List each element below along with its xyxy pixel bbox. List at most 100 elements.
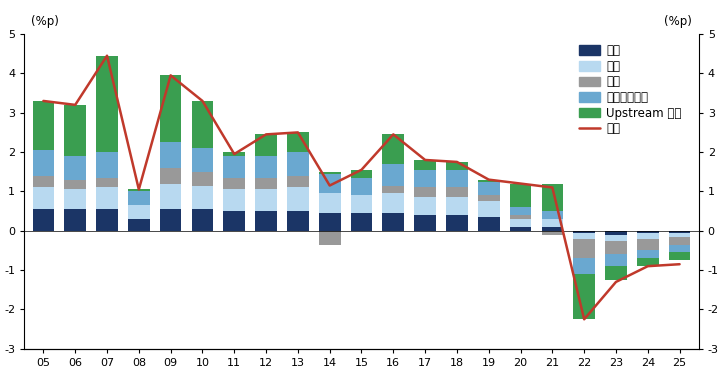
Bar bbox=[637, 233, 659, 239]
Bar bbox=[319, 172, 341, 174]
Bar bbox=[64, 180, 86, 189]
Bar bbox=[510, 215, 531, 219]
Bar bbox=[160, 209, 181, 231]
Bar bbox=[223, 152, 245, 156]
Bar bbox=[478, 217, 500, 231]
Bar bbox=[414, 197, 436, 215]
Bar bbox=[64, 209, 86, 231]
Text: (%p): (%p) bbox=[31, 15, 59, 28]
Bar bbox=[287, 176, 309, 187]
Bar bbox=[64, 156, 86, 180]
Bar bbox=[319, 213, 341, 231]
Bar bbox=[573, 274, 595, 319]
Bar bbox=[414, 170, 436, 187]
전체 bbox=[294, 130, 302, 135]
Bar bbox=[319, 231, 341, 244]
Bar bbox=[223, 178, 245, 189]
Bar bbox=[128, 192, 150, 205]
Legend: 건설, 소비, 재정, 부동산서비스, Upstream 부문, 전체: 건설, 소비, 재정, 부동산서비스, Upstream 부문, 전체 bbox=[578, 43, 683, 137]
Bar bbox=[192, 209, 213, 231]
Bar bbox=[33, 101, 54, 150]
Bar bbox=[382, 213, 404, 231]
전체 bbox=[421, 158, 429, 162]
Bar bbox=[637, 239, 659, 250]
Bar bbox=[255, 156, 277, 178]
Bar bbox=[542, 211, 563, 219]
Bar bbox=[510, 207, 531, 215]
Bar bbox=[510, 183, 531, 207]
전체 bbox=[389, 132, 398, 137]
Bar bbox=[510, 227, 531, 231]
전체 bbox=[516, 181, 525, 186]
전체 bbox=[39, 99, 48, 103]
Text: (%p): (%p) bbox=[664, 15, 692, 28]
Bar bbox=[446, 215, 468, 231]
Bar bbox=[573, 233, 595, 239]
Bar bbox=[33, 150, 54, 176]
Bar bbox=[64, 189, 86, 209]
Bar bbox=[669, 253, 690, 260]
Bar bbox=[223, 156, 245, 178]
전체 bbox=[580, 317, 589, 321]
Bar bbox=[287, 187, 309, 211]
Bar bbox=[287, 211, 309, 231]
전체 bbox=[484, 177, 493, 182]
Bar bbox=[128, 189, 150, 192]
Bar bbox=[160, 168, 181, 183]
Bar bbox=[573, 231, 595, 233]
Bar bbox=[414, 187, 436, 197]
전체 bbox=[230, 152, 239, 156]
Bar bbox=[96, 152, 118, 178]
Bar bbox=[351, 178, 372, 195]
전체 bbox=[612, 280, 620, 284]
Bar bbox=[223, 189, 245, 211]
Bar bbox=[128, 219, 150, 231]
Bar bbox=[33, 176, 54, 187]
Bar bbox=[573, 239, 595, 258]
Bar bbox=[319, 193, 341, 213]
Bar bbox=[128, 205, 150, 219]
Bar bbox=[255, 189, 277, 211]
Bar bbox=[351, 213, 372, 231]
Bar bbox=[542, 183, 563, 211]
Bar bbox=[669, 244, 690, 253]
Bar bbox=[192, 148, 213, 172]
Bar bbox=[478, 182, 500, 195]
Bar bbox=[223, 211, 245, 231]
Bar bbox=[192, 101, 213, 148]
Bar bbox=[160, 183, 181, 209]
Bar bbox=[192, 172, 213, 186]
전체 bbox=[166, 73, 175, 78]
Bar bbox=[96, 56, 118, 152]
전체 bbox=[548, 185, 557, 190]
Bar bbox=[64, 105, 86, 156]
Bar bbox=[160, 142, 181, 168]
Bar bbox=[351, 195, 372, 213]
Bar bbox=[255, 134, 277, 156]
Bar bbox=[637, 250, 659, 258]
전체 bbox=[262, 132, 270, 137]
Line: 전체: 전체 bbox=[43, 56, 680, 319]
전체 bbox=[71, 103, 80, 107]
Bar bbox=[382, 134, 404, 164]
Bar bbox=[414, 215, 436, 231]
Bar bbox=[414, 160, 436, 170]
전체 bbox=[643, 264, 652, 269]
Bar bbox=[96, 178, 118, 187]
Bar bbox=[287, 152, 309, 176]
Bar bbox=[33, 209, 54, 231]
Bar bbox=[510, 219, 531, 227]
Bar bbox=[192, 186, 213, 209]
Bar bbox=[351, 170, 372, 178]
Bar bbox=[446, 197, 468, 215]
Bar bbox=[669, 237, 690, 244]
Bar bbox=[382, 193, 404, 213]
Bar bbox=[255, 211, 277, 231]
Bar bbox=[605, 241, 627, 254]
Bar bbox=[382, 186, 404, 193]
Bar bbox=[573, 258, 595, 274]
전체 bbox=[453, 160, 461, 164]
Bar bbox=[669, 231, 690, 233]
전체 bbox=[198, 99, 207, 103]
전체 bbox=[325, 183, 334, 188]
